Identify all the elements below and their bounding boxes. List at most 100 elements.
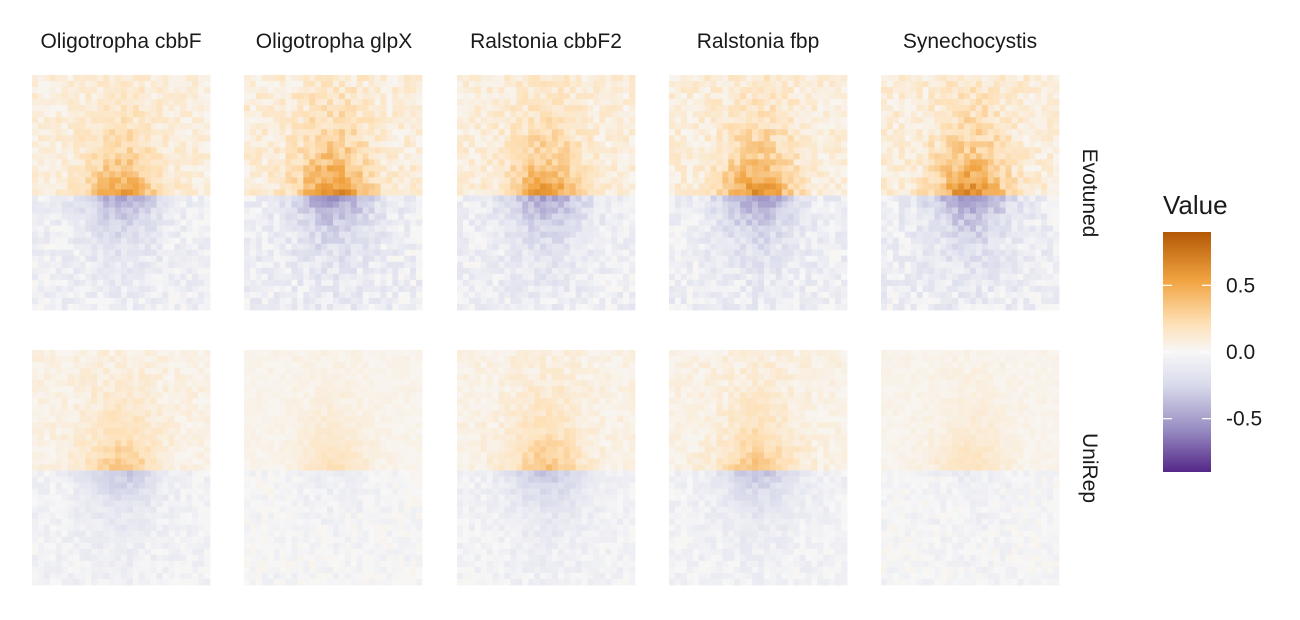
heatmap-cell bbox=[192, 135, 199, 142]
heatmap-cell bbox=[333, 159, 340, 166]
heatmap-cell bbox=[623, 195, 630, 202]
heatmap-cell bbox=[333, 255, 340, 263]
heatmap-cell bbox=[886, 123, 894, 130]
heatmap-cell bbox=[115, 231, 122, 239]
heatmap-cell bbox=[934, 117, 941, 124]
heatmap-cell bbox=[763, 111, 771, 118]
heatmap-cell bbox=[522, 219, 529, 227]
heatmap-cell bbox=[504, 123, 511, 130]
heatmap-cell bbox=[273, 189, 280, 196]
heatmap-cell bbox=[109, 243, 116, 251]
heatmap-cell bbox=[841, 297, 848, 305]
heatmap-cell bbox=[987, 123, 995, 130]
heatmap-cell bbox=[805, 153, 812, 160]
heatmap-cell bbox=[416, 255, 423, 263]
heatmap-cell bbox=[510, 237, 517, 245]
heatmap-cell bbox=[356, 159, 364, 166]
heatmap-cell bbox=[534, 81, 541, 88]
heatmap-cell bbox=[321, 183, 328, 190]
heatmap-cell bbox=[192, 141, 199, 148]
heatmap-cell bbox=[126, 105, 134, 112]
heatmap-cell bbox=[775, 261, 783, 269]
heatmap-cell bbox=[474, 291, 482, 299]
heatmap-cell bbox=[368, 159, 375, 166]
heatmap-cell bbox=[680, 297, 688, 305]
heatmap-cell bbox=[279, 141, 286, 148]
heatmap-cell bbox=[249, 273, 257, 281]
heatmap-cell bbox=[410, 297, 417, 305]
heatmap-cell bbox=[344, 279, 352, 287]
heatmap-cell bbox=[775, 147, 783, 154]
heatmap-cell bbox=[534, 147, 541, 154]
heatmap-cell bbox=[522, 129, 529, 136]
heatmap-cell bbox=[162, 255, 169, 263]
heatmap-cell bbox=[144, 129, 152, 136]
heatmap-cell bbox=[162, 105, 169, 112]
heatmap-cell bbox=[273, 237, 280, 245]
heatmap-cell bbox=[103, 105, 110, 112]
heatmap-cell bbox=[85, 231, 92, 239]
heatmap-cell bbox=[55, 285, 63, 293]
heatmap-cell bbox=[91, 135, 98, 142]
heatmap-cell bbox=[404, 75, 411, 82]
heatmap-cell bbox=[398, 147, 405, 154]
heatmap-cell bbox=[563, 117, 571, 124]
heatmap-cell bbox=[787, 117, 794, 124]
heatmap-cell bbox=[823, 87, 830, 94]
heatmap-cell bbox=[468, 153, 476, 160]
heatmap-cell bbox=[680, 243, 688, 251]
heatmap-cell bbox=[817, 225, 824, 233]
heatmap-cell bbox=[37, 99, 45, 106]
heatmap-cell bbox=[410, 111, 417, 118]
heatmap-cell bbox=[734, 159, 741, 166]
heatmap-cell bbox=[273, 201, 280, 208]
heatmap-cell bbox=[327, 171, 334, 178]
heatmap-cell bbox=[841, 291, 848, 299]
heatmap-cell bbox=[680, 303, 688, 311]
heatmap-cell bbox=[109, 183, 116, 190]
heatmap-cell bbox=[817, 141, 824, 148]
heatmap-cell bbox=[722, 105, 729, 112]
heatmap-cell bbox=[204, 219, 211, 227]
heatmap-cell bbox=[758, 207, 765, 214]
heatmap-cell bbox=[333, 111, 340, 118]
heatmap-cell bbox=[534, 273, 541, 281]
heatmap-cell bbox=[132, 237, 140, 245]
heatmap-cell bbox=[498, 291, 505, 299]
heatmap-cell bbox=[174, 141, 181, 148]
heatmap-cell bbox=[781, 225, 789, 233]
heatmap-cell bbox=[516, 249, 523, 257]
heatmap-cell bbox=[629, 285, 636, 293]
heatmap-cell bbox=[144, 171, 152, 178]
heatmap-cell bbox=[593, 177, 600, 184]
heatmap-cell bbox=[416, 195, 423, 202]
heatmap-cell bbox=[746, 279, 753, 287]
heatmap-cell bbox=[132, 219, 140, 227]
heatmap-cell bbox=[799, 267, 806, 275]
heatmap-cell bbox=[835, 81, 842, 88]
heatmap-cell bbox=[309, 129, 316, 136]
heatmap-cell bbox=[763, 285, 771, 293]
heatmap-cell bbox=[255, 165, 263, 172]
heatmap-cell bbox=[480, 171, 488, 178]
heatmap-cell bbox=[457, 153, 464, 160]
heatmap-cell bbox=[156, 99, 163, 106]
heatmap-cell bbox=[61, 171, 68, 178]
heatmap-cell bbox=[686, 285, 694, 293]
heatmap-cell bbox=[315, 75, 322, 82]
heatmap-cell bbox=[468, 207, 476, 214]
heatmap-cell bbox=[73, 81, 80, 88]
heatmap-cell bbox=[551, 231, 559, 239]
heatmap-cell bbox=[291, 255, 298, 263]
heatmap-cell bbox=[674, 213, 682, 221]
heatmap-cell bbox=[492, 87, 499, 94]
heatmap-cell bbox=[55, 207, 63, 214]
heatmap-cell bbox=[404, 255, 411, 263]
heatmap-cell bbox=[37, 111, 45, 118]
heatmap-cell bbox=[350, 105, 358, 112]
heatmap-cell bbox=[374, 291, 381, 299]
heatmap-cell bbox=[781, 243, 789, 251]
heatmap-cell bbox=[291, 297, 298, 305]
heatmap-cell bbox=[374, 249, 381, 257]
heatmap-cell bbox=[344, 207, 352, 214]
